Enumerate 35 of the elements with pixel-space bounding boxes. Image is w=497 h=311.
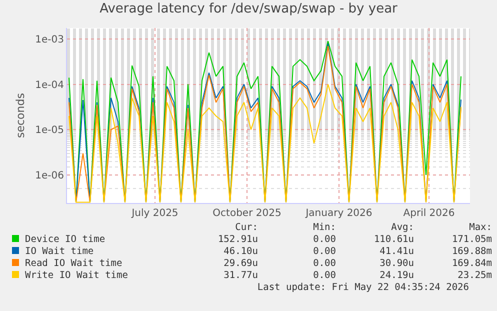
text: Cur: [234, 222, 258, 234]
text: 169.88m [450, 246, 492, 258]
text: 24.19u [378, 270, 414, 282]
y-axis-title: seconds [14, 92, 27, 138]
legend-label: Write IO Wait time [24, 270, 129, 282]
x-tick-label: January 2026 [304, 208, 372, 219]
y-tick-label: 1e-05 [35, 125, 64, 136]
text: 0.00 [312, 246, 336, 258]
text: Max: [468, 222, 492, 234]
text: Last update: Fri May 22 04:35:24 2026 [256, 282, 469, 293]
text: 31.77u [222, 270, 258, 282]
text: 29.69u [222, 258, 258, 270]
text: 171.05m [450, 234, 492, 246]
x-tick-label: July 2025 [130, 208, 178, 219]
text: 30.90u [378, 258, 414, 270]
text: 152.91u [216, 234, 258, 246]
chart-title: Average latency for /dev/swap/swap - by year [100, 1, 398, 16]
x-tick-label: October 2025 [212, 208, 282, 219]
text: 0.00 [312, 234, 336, 246]
text: Avg: [390, 222, 414, 234]
text: 169.84m [450, 258, 492, 270]
text: 0.00 [312, 270, 336, 282]
legend-label: Read IO Wait time [24, 258, 124, 270]
x-tick-label: April 2026 [403, 208, 455, 219]
y-tick-label: 1e-04 [35, 80, 64, 91]
y-tick-label: 1e-03 [35, 34, 64, 46]
y-tick-label: 1e-06 [35, 170, 64, 182]
text: 23.25m [456, 270, 492, 282]
text: 41.41u [378, 246, 414, 258]
legend-label: IO Wait time [24, 246, 95, 258]
text: 46.10u [222, 246, 258, 258]
legend-label: Device IO time [24, 234, 106, 246]
text: Min: [312, 222, 336, 234]
text: 0.00 [312, 258, 336, 270]
text: 110.61u [372, 234, 414, 246]
